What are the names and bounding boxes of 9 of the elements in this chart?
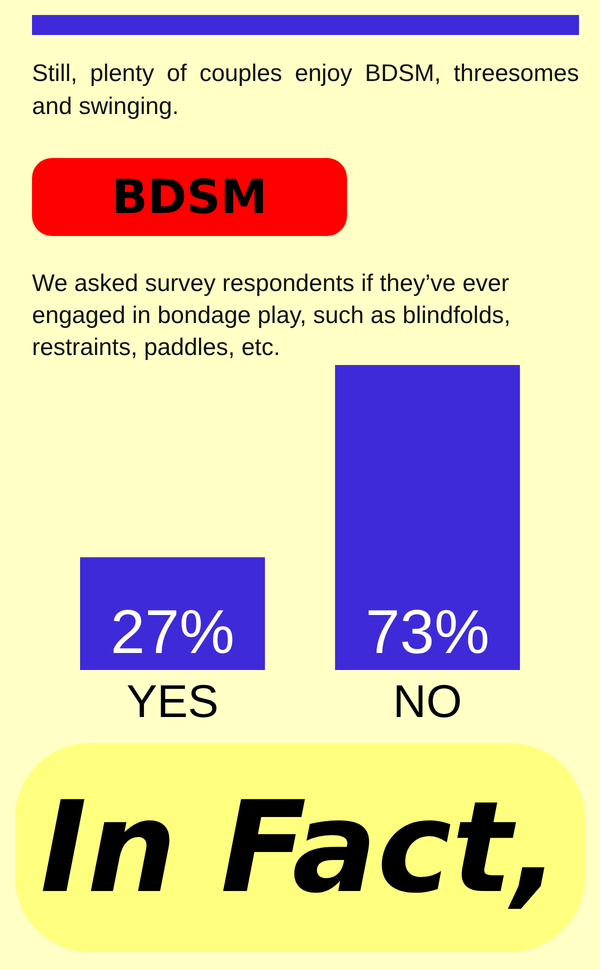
text: Still, plenty of couples enjoy BDSM, threesomes and swinging. — [32, 59, 579, 122]
data-label: 73% — [365, 598, 490, 667]
chart-title: BDSM — [112, 170, 268, 224]
x-tick-label: NO — [393, 675, 462, 727]
banner: In Fact, — [15, 743, 585, 952]
chart-subtitle: We asked survey respondents if they’ve ever engaged in bondage play, such as blindfolds, restraints, paddles, etc. — [32, 269, 512, 363]
badge: BDSM — [32, 158, 347, 236]
data-label: 27% — [110, 598, 235, 667]
x-tick-label: YES — [126, 675, 219, 727]
